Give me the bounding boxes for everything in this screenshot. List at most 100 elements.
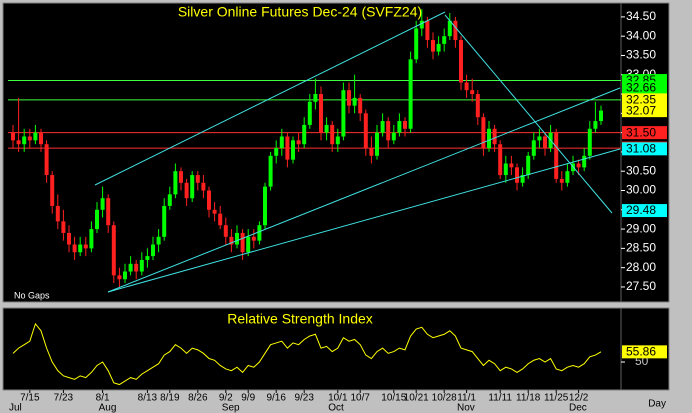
candle-body xyxy=(453,20,458,41)
y-tick-label: 30.00 xyxy=(626,183,656,197)
price-label-box xyxy=(622,126,667,140)
candle-body xyxy=(352,97,357,106)
candle-body xyxy=(380,121,385,133)
month-label: Nov xyxy=(457,403,475,413)
price-label: 31.08 xyxy=(626,142,656,156)
x-tick-label: 9/9 xyxy=(241,393,255,404)
candle-body xyxy=(498,144,503,176)
candle-body xyxy=(44,144,49,176)
candle-body xyxy=(123,271,127,280)
candle-body xyxy=(223,225,228,237)
candle-body xyxy=(403,121,407,129)
candle-body xyxy=(167,194,172,206)
candle-body xyxy=(235,232,239,245)
candle-body xyxy=(419,20,424,29)
candle-body xyxy=(565,171,570,183)
x-tick-label: 10/28 xyxy=(432,393,457,404)
rsi-line xyxy=(12,322,602,386)
price-label-box xyxy=(622,142,667,156)
x-tick-label: 10/7 xyxy=(350,393,370,404)
candle-body xyxy=(408,59,413,129)
candle-body xyxy=(576,163,581,168)
x-tick-label: 7/23 xyxy=(54,393,74,404)
y-tick-label: 28.00 xyxy=(626,260,656,274)
candle-body xyxy=(319,94,323,133)
candle-body xyxy=(89,229,94,249)
x-tick-label: 10/1 xyxy=(328,393,348,404)
price-label: 29.48 xyxy=(626,203,656,217)
candle-body xyxy=(229,236,234,245)
x-tick-label: 8/26 xyxy=(188,393,208,404)
month-label: Jul xyxy=(9,403,22,413)
rsi-title: Relative Strength Index xyxy=(227,311,373,327)
candle-body xyxy=(100,198,105,210)
candle-body xyxy=(268,155,273,187)
candle-body xyxy=(179,171,183,183)
month-label: Dec xyxy=(569,403,587,413)
candle-body xyxy=(173,171,178,195)
candle-body xyxy=(324,124,329,133)
trend-line xyxy=(444,14,613,214)
chart-title: Silver Online Futures Dec-24 (SVFZ24) xyxy=(178,4,422,20)
candle-body xyxy=(464,82,469,91)
candle-body xyxy=(22,136,27,145)
period-label: Day xyxy=(648,399,666,410)
candle-body xyxy=(531,140,536,156)
candle-body xyxy=(156,236,161,245)
candle-body xyxy=(61,221,66,233)
x-tick-label: 10/15 xyxy=(381,393,406,404)
y-tick-label: 34.50 xyxy=(626,9,656,23)
candle-body xyxy=(593,121,598,129)
x-tick-label: 10/21 xyxy=(404,393,429,404)
month-label: Aug xyxy=(99,403,117,413)
candle-body xyxy=(487,128,491,149)
candle-body xyxy=(425,20,430,41)
candle-body xyxy=(218,213,223,226)
candle-body xyxy=(587,128,592,156)
candle-body xyxy=(279,136,284,149)
candle-body xyxy=(285,136,290,160)
candle-body xyxy=(195,175,200,183)
candle-body xyxy=(599,110,603,122)
candle-body xyxy=(207,190,211,210)
y-tick-label: 33.50 xyxy=(626,48,656,62)
x-tick-label: 9/23 xyxy=(294,393,314,404)
candle-body xyxy=(190,175,195,199)
candle-body xyxy=(347,90,351,106)
candle-body xyxy=(27,136,32,141)
candle-body xyxy=(375,132,379,156)
candle-body xyxy=(246,236,251,253)
price-label: 32.35 xyxy=(626,93,656,107)
candle-body xyxy=(291,140,295,160)
candle-body xyxy=(475,94,480,118)
candle-body xyxy=(330,124,335,145)
candle-body xyxy=(369,148,374,156)
candle-body xyxy=(162,205,167,237)
candle-body xyxy=(559,178,564,183)
candle-body xyxy=(582,155,587,168)
candle-body xyxy=(358,97,363,114)
candle-body xyxy=(537,136,542,141)
price-label-box xyxy=(622,81,667,95)
candle-body xyxy=(414,28,419,60)
candle-body xyxy=(520,175,525,183)
x-tick-label: 12/2 xyxy=(569,393,589,404)
candle-body xyxy=(128,263,133,272)
x-tick-label: 9/16 xyxy=(266,393,286,404)
candle-body xyxy=(184,182,189,199)
candle-body xyxy=(397,121,402,133)
candle-body xyxy=(436,43,441,52)
candle-body xyxy=(50,175,55,206)
candle-body xyxy=(313,94,318,102)
rsi-label: 55.86 xyxy=(626,345,656,359)
candle-body xyxy=(391,132,396,141)
candle-body xyxy=(459,40,463,83)
candle-body xyxy=(11,132,15,141)
x-tick-label: 11/18 xyxy=(516,393,541,404)
candle-body xyxy=(263,186,267,226)
x-tick-label: 8/1 xyxy=(96,393,110,404)
y-tick-label: 28.50 xyxy=(626,241,656,255)
candle-body xyxy=(335,136,340,145)
candle-body xyxy=(442,36,447,44)
candle-body xyxy=(212,209,217,214)
